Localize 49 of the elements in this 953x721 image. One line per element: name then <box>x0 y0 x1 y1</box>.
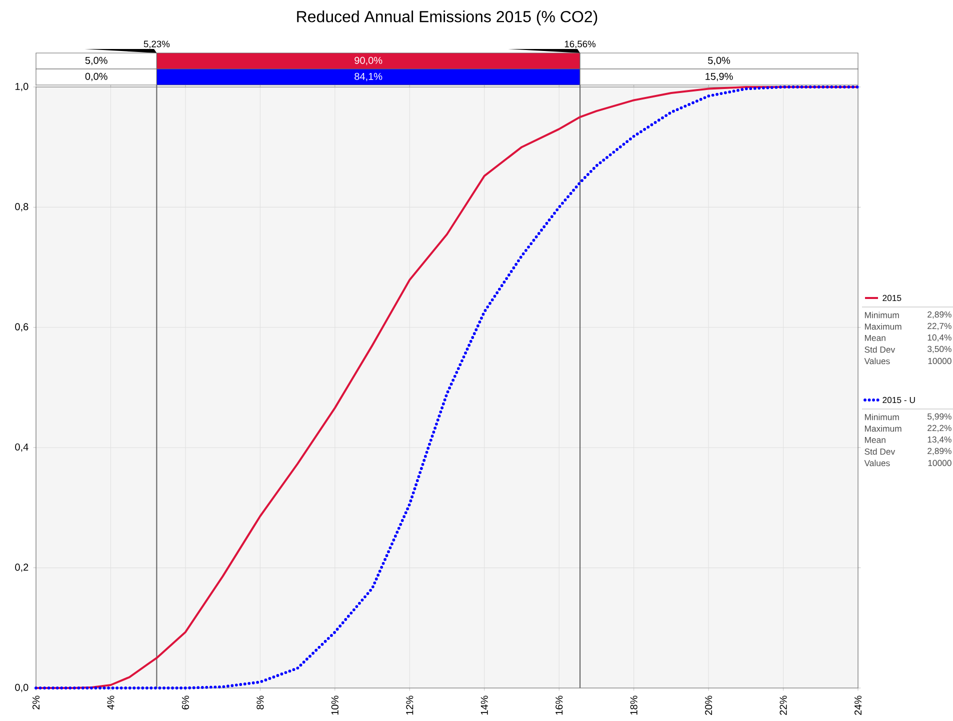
text: 2,89% <box>928 448 952 456</box>
x-tick-label: 6% <box>182 696 189 710</box>
text: Mean <box>864 436 886 444</box>
text: 15,9% <box>706 72 733 82</box>
text: Mean <box>864 334 886 342</box>
legend-label: 2015 - U <box>882 396 915 404</box>
text: 5,0% <box>708 56 730 66</box>
x-tick-label: 10% <box>331 696 338 715</box>
y-tick-label: 0,4 <box>15 443 28 452</box>
text: 10,4% <box>928 334 952 342</box>
text: 0,0% <box>85 72 108 82</box>
y-tick-label: 0,8 <box>15 203 28 212</box>
text: 22,2% <box>928 424 952 432</box>
text: 10000 <box>928 460 952 466</box>
y-tick-label: 0,6 <box>15 323 28 332</box>
x-tick-label: 20% <box>705 696 712 715</box>
x-tick-label: 24% <box>854 696 862 715</box>
text: Minimum <box>864 312 899 318</box>
text: Values <box>864 460 890 466</box>
x-tick-label: 12% <box>406 696 414 715</box>
x-tick-label: 14% <box>480 696 488 715</box>
text: Maximum <box>864 425 902 432</box>
text: 2,89% <box>928 311 952 319</box>
chart-title: Reduced Annual Emissions 2015 (% CO2) <box>297 10 598 26</box>
text: 3,50% <box>928 346 952 354</box>
text: 5,0% <box>85 56 108 66</box>
text: Maximum <box>864 323 902 330</box>
text: 22,7% <box>928 322 952 330</box>
text: Minimum <box>864 414 899 420</box>
x-tick-label: 16% <box>556 696 563 715</box>
ref-line-label: 5,23% <box>144 40 170 48</box>
text: 90,0% <box>354 56 382 66</box>
ref-line-label: 16,56% <box>564 40 596 48</box>
x-tick-label: 4% <box>107 696 114 710</box>
text: Std Dev <box>864 346 896 353</box>
legend-label: 2015 <box>882 294 902 302</box>
text: 5,99% <box>928 413 952 421</box>
x-tick-label: 18% <box>630 696 638 715</box>
text: Std Dev <box>864 448 896 455</box>
x-tick-label: 2% <box>32 696 40 710</box>
text: 10000 <box>928 358 952 364</box>
x-tick-label: 8% <box>256 696 264 710</box>
x-tick-label: 22% <box>780 696 787 715</box>
text: Values <box>864 358 890 364</box>
text: 13,4% <box>928 436 952 444</box>
y-tick-label: 1,0 <box>15 82 28 92</box>
y-tick-label: 0,2 <box>15 564 28 572</box>
text: 84,1% <box>354 72 382 82</box>
y-tick-label: 0,0 <box>15 684 28 692</box>
